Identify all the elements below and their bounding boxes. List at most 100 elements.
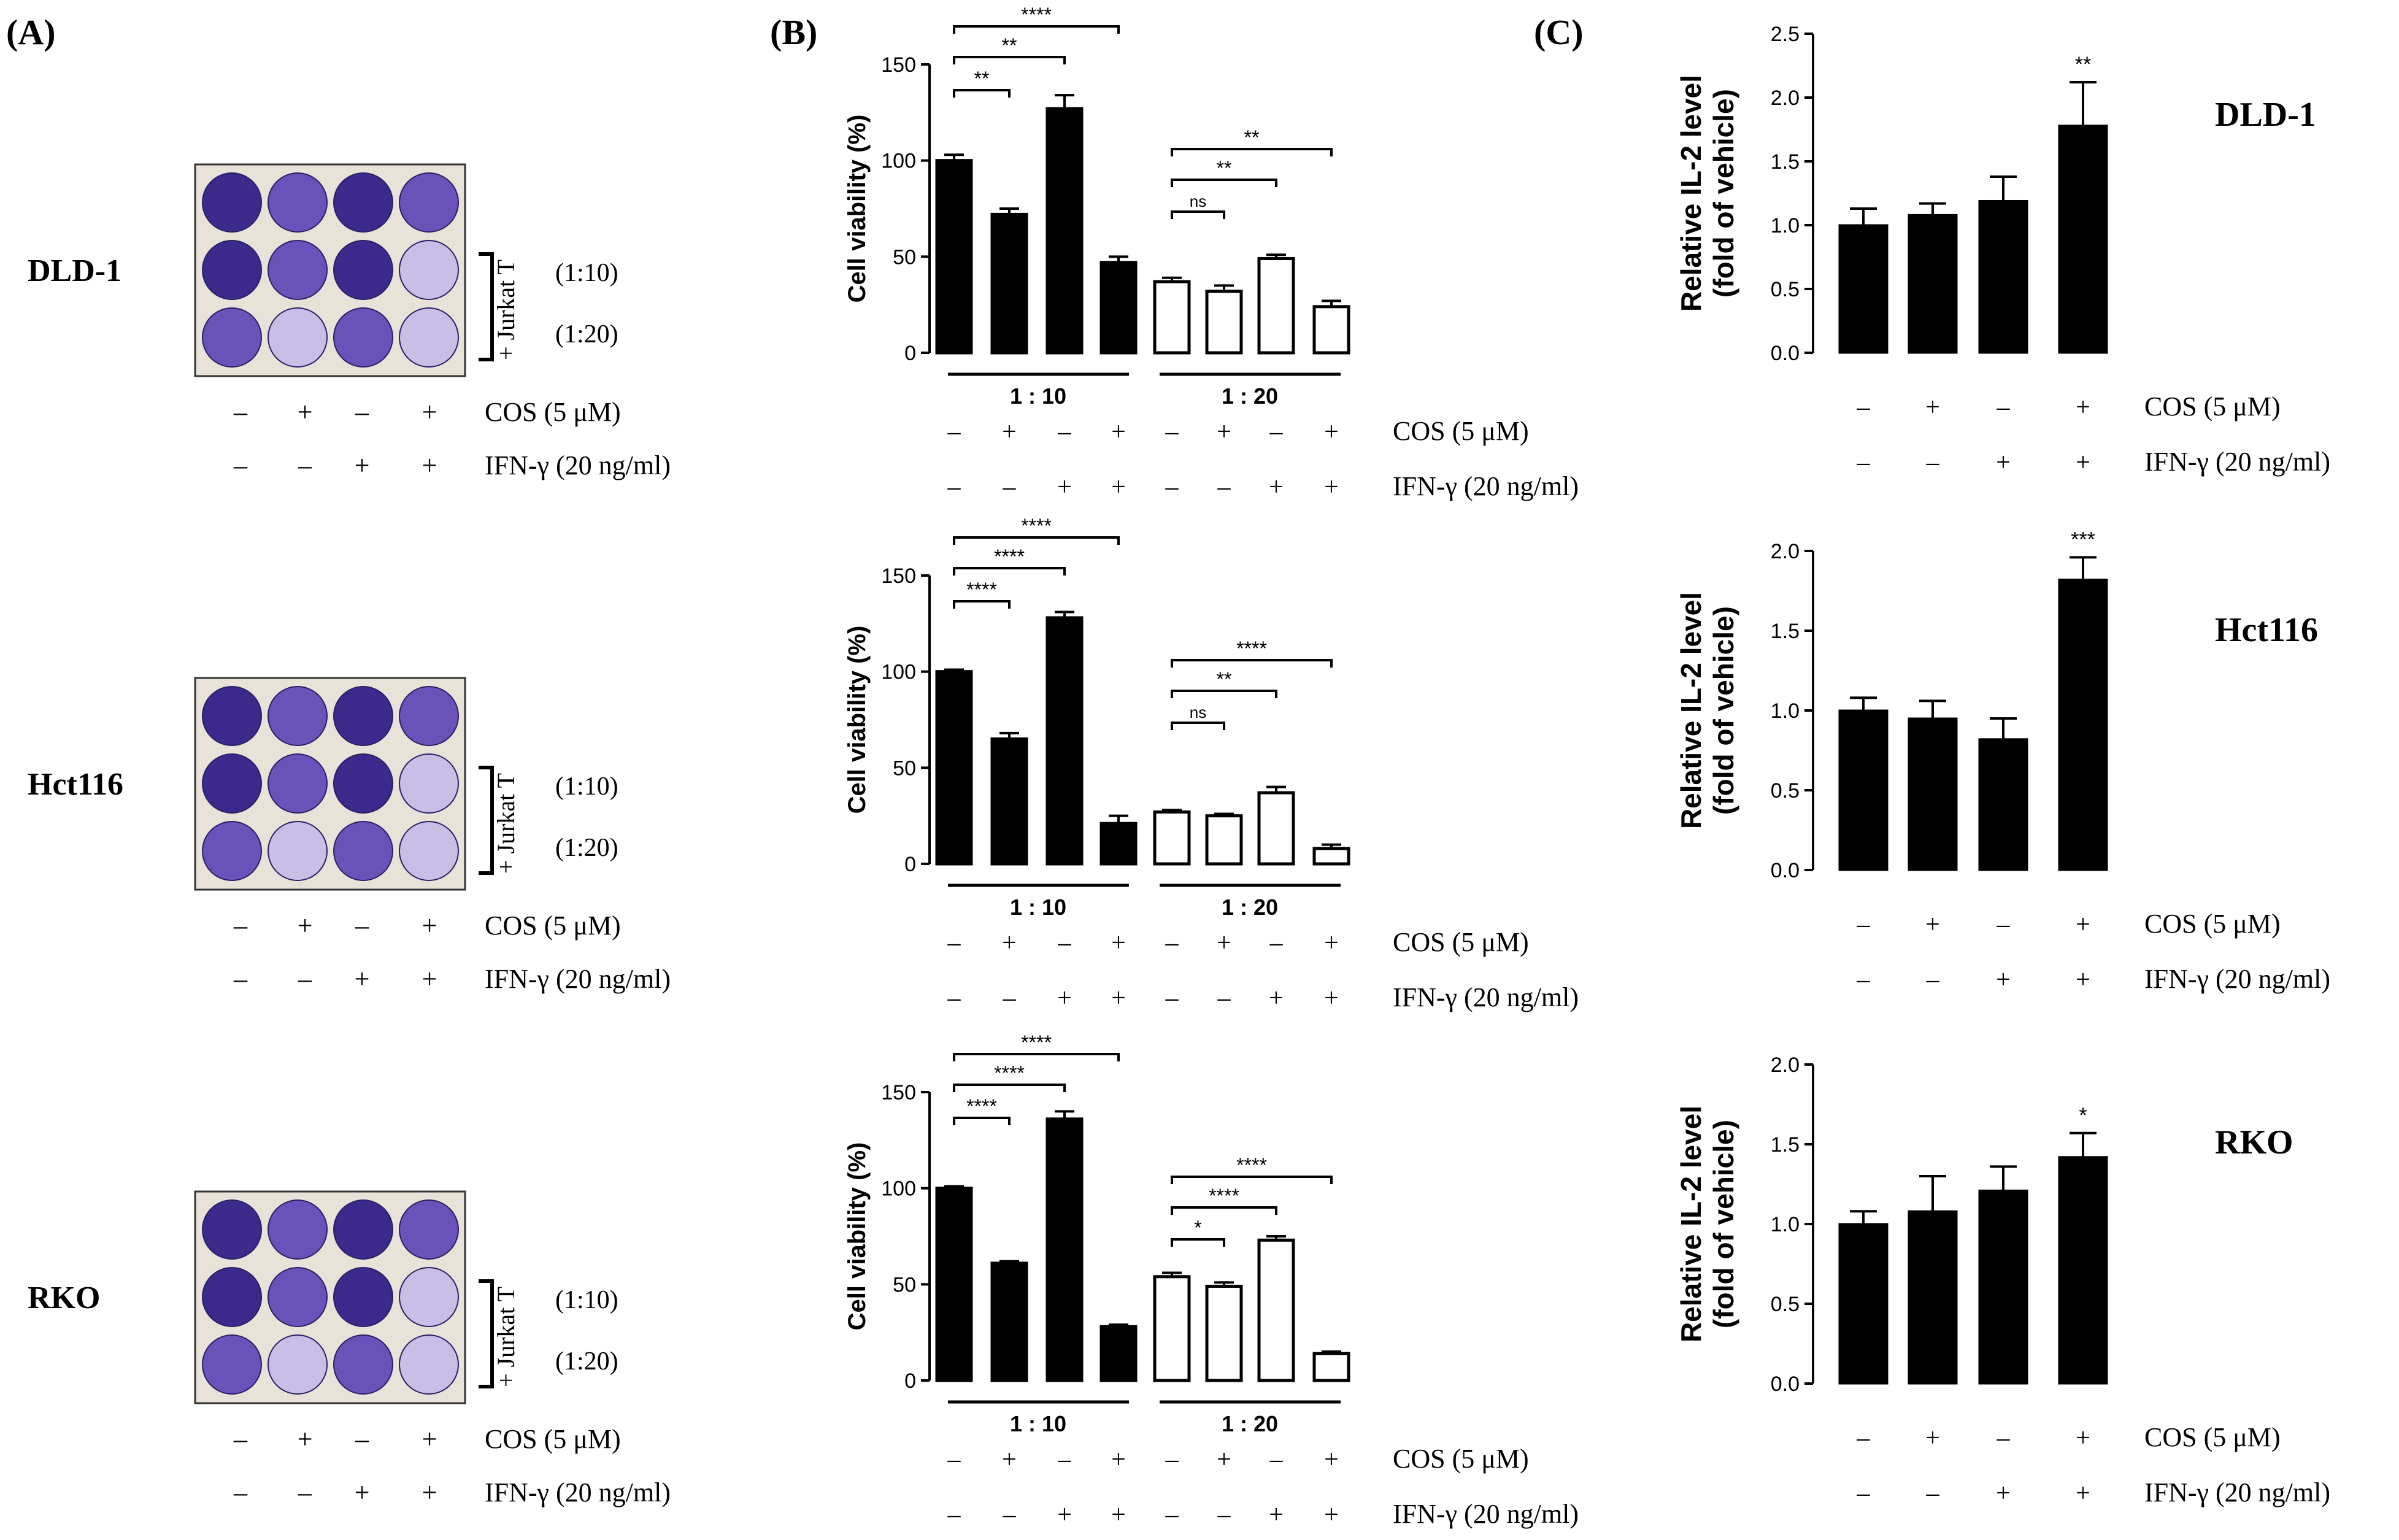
cos-sign: + — [1002, 418, 1017, 446]
ifn-sign: + — [1057, 984, 1072, 1012]
cos-sign: – — [1269, 1446, 1284, 1474]
ifn-sign: + — [1269, 473, 1284, 501]
panel-label-b: (B) — [770, 12, 817, 52]
y-tick-label: 150 — [881, 53, 916, 77]
bar — [1153, 280, 1191, 355]
significance-bracket — [953, 600, 1011, 609]
ifn-sign: – — [1165, 1501, 1179, 1529]
ratio-label-1-20: (1:20) — [555, 1347, 618, 1376]
bar — [2058, 579, 2108, 871]
plate-well — [399, 240, 459, 300]
plate-well — [399, 307, 459, 368]
plate-well — [202, 821, 262, 881]
cos-sign: + — [298, 1424, 313, 1454]
cos-treatment-label: COS (5 μM) — [485, 1424, 621, 1454]
plate-well — [268, 686, 328, 746]
significance-label: ns — [1190, 703, 1206, 722]
ifn-sign: – — [233, 1477, 248, 1507]
significance-label: ns — [1190, 192, 1206, 210]
cos-sign: + — [2076, 911, 2090, 939]
ifn-treatment-label: IFN-γ (20 ng/ml) — [2144, 447, 2330, 477]
significance-bracket — [1171, 1176, 1333, 1184]
y-axis-label: Cell viability (%) — [844, 115, 871, 303]
plate-well — [399, 1334, 459, 1395]
plate-well — [268, 821, 328, 881]
ifn-sign: + — [1111, 1501, 1126, 1529]
significance-bracket — [953, 1053, 1120, 1061]
y-tick-label: 150 — [881, 1081, 916, 1104]
significance-bracket — [953, 89, 1011, 98]
bar — [1045, 616, 1084, 866]
y-tick-label: 1.5 — [1771, 1133, 1800, 1157]
ifn-sign: + — [1324, 1501, 1339, 1529]
bar — [1257, 791, 1295, 866]
ifn-sign: + — [1111, 984, 1126, 1012]
ifn-sign: + — [1324, 473, 1339, 501]
plate-well — [268, 240, 328, 300]
y-tick-label: 1.5 — [1771, 620, 1800, 643]
cos-sign: + — [1002, 1446, 1017, 1474]
cos-sign: + — [422, 397, 437, 427]
cos-sign: – — [355, 911, 369, 941]
ratio-label-1-20: (1:20) — [555, 320, 618, 348]
ifn-treatment-label: IFN-γ (20 ng/ml) — [1393, 471, 1579, 501]
plate-well — [399, 753, 459, 814]
significance-label: ** — [1217, 157, 1232, 179]
significance-label: * — [1194, 1217, 1201, 1239]
y-axis-label-line1: Relative IL-2 level — [1675, 592, 1707, 829]
plate-well — [399, 172, 459, 233]
cos-sign: + — [2076, 1424, 2090, 1452]
jurkat-bracket — [479, 1279, 494, 1388]
cos-sign: + — [1217, 1446, 1231, 1474]
cos-sign: + — [1111, 418, 1126, 446]
significance-label: * — [2079, 1104, 2087, 1127]
ifn-treatment-label: IFN-γ (20 ng/ml) — [485, 450, 671, 480]
cos-sign: + — [1324, 929, 1339, 957]
significance-label: **** — [1021, 1031, 1052, 1053]
cos-sign: + — [298, 397, 313, 427]
bar — [1908, 1210, 1958, 1385]
plate-well — [268, 307, 328, 368]
plate-well — [202, 1334, 262, 1395]
plate-well — [202, 307, 262, 368]
significance-bracket — [1171, 690, 1277, 698]
bar — [1045, 1117, 1084, 1382]
bar — [990, 737, 1028, 866]
y-axis-label: Cell viability (%) — [844, 626, 871, 814]
jurkat-label: + Jurkat T — [492, 1287, 520, 1387]
y-tick-label: 0 — [904, 1369, 916, 1393]
ratio-label-1-10: (1:10) — [555, 1286, 618, 1314]
cos-sign: – — [1857, 1424, 1871, 1452]
cos-sign: + — [2076, 393, 2090, 422]
cos-sign: + — [1925, 393, 1940, 422]
cos-sign: – — [355, 397, 369, 427]
significance-bracket — [953, 567, 1066, 576]
ifn-sign: – — [1217, 473, 1231, 501]
y-tick-label: 0.0 — [1771, 859, 1800, 882]
bar — [1978, 199, 2028, 354]
bar — [1908, 214, 1958, 354]
cell-line-label: RKO — [28, 1280, 100, 1315]
bar — [990, 1261, 1028, 1382]
ifn-sign: – — [1003, 1501, 1017, 1529]
significance-bracket — [953, 536, 1120, 545]
y-tick-label: 2.0 — [1771, 1053, 1800, 1077]
y-tick-label: 1.0 — [1771, 1213, 1800, 1236]
plate-well — [333, 172, 393, 233]
ifn-sign: + — [355, 450, 370, 480]
cos-sign: – — [1997, 393, 2011, 422]
plate-well — [399, 821, 459, 881]
ifn-treatment-label: IFN-γ (20 ng/ml) — [485, 964, 671, 994]
y-tick-label: 0 — [904, 853, 916, 876]
y-tick-label: 100 — [881, 1177, 916, 1201]
plate-well — [333, 1267, 393, 1327]
ifn-sign: – — [233, 964, 248, 994]
group-label: 1 : 10 — [1010, 1411, 1066, 1436]
y-tick-label: 1.0 — [1771, 214, 1800, 237]
ifn-sign: + — [422, 1477, 437, 1507]
cos-treatment-label: COS (5 μM) — [2144, 909, 2281, 939]
plate-well — [333, 1199, 393, 1260]
jurkat-label: + Jurkat T — [492, 773, 520, 874]
